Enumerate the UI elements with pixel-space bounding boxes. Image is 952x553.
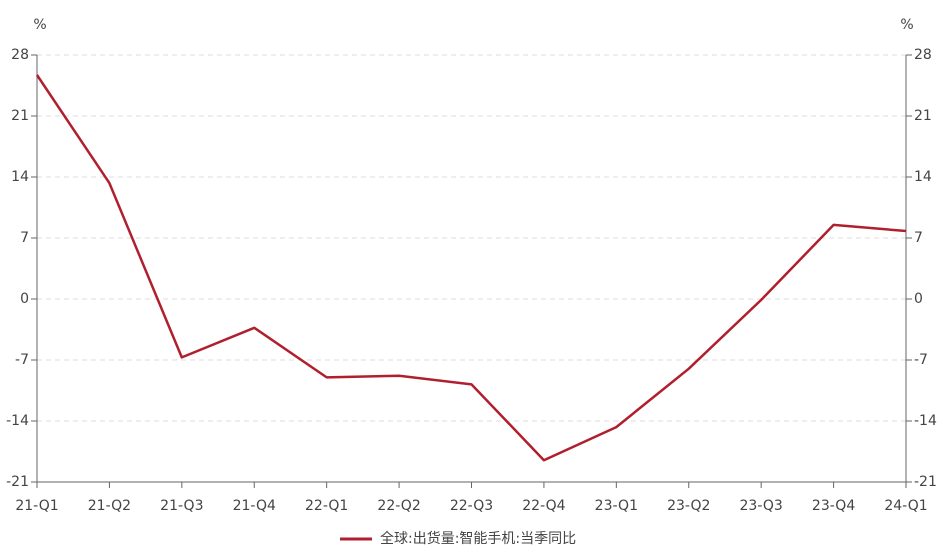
y2-tick-label: -7 (914, 352, 928, 368)
y2-tick-label: -14 (914, 413, 937, 429)
y-tick-label: -14 (6, 413, 29, 429)
y-tick-label: 21 (11, 108, 29, 124)
y2-tick-label: 28 (914, 47, 932, 63)
line-series (35, 74, 907, 462)
x-tick-label: 21-Q3 (160, 498, 203, 514)
y-tick-label: 7 (20, 230, 29, 246)
x-tick-label: 23-Q2 (667, 498, 710, 514)
y2-tick-label: -21 (914, 474, 937, 490)
y2-tick-label: 7 (914, 230, 923, 246)
y-tick-label: 14 (11, 169, 29, 185)
y-tick-label: 0 (20, 291, 29, 307)
legend-label: 全球:出货量:智能手机:当季同比 (380, 530, 576, 547)
y2-tick-label: 0 (914, 291, 923, 307)
x-tick-label: 21-Q4 (233, 498, 276, 514)
y2-tick-label: 14 (914, 169, 932, 185)
y-axis-unit: % (33, 17, 46, 33)
x-tick-label: 21-Q1 (15, 498, 58, 514)
y2-axis-unit: % (900, 17, 913, 33)
x-tick-label: 21-Q2 (88, 498, 131, 514)
x-tick-label: 22-Q4 (522, 498, 565, 514)
x-tick-label: 24-Q1 (884, 498, 927, 514)
x-tick-label: 22-Q3 (450, 498, 493, 514)
x-tick-label: 23-Q1 (595, 498, 638, 514)
y-tick-label: -7 (15, 352, 29, 368)
x-tick-label: 23-Q4 (812, 498, 855, 514)
y-tick-label: 28 (11, 47, 29, 63)
x-tick-label: 22-Q2 (377, 498, 420, 514)
y2-tick-label: 21 (914, 108, 932, 124)
x-tick-label: 23-Q3 (740, 498, 783, 514)
y-tick-label: -21 (6, 474, 29, 490)
x-tick-label: 22-Q1 (305, 498, 348, 514)
